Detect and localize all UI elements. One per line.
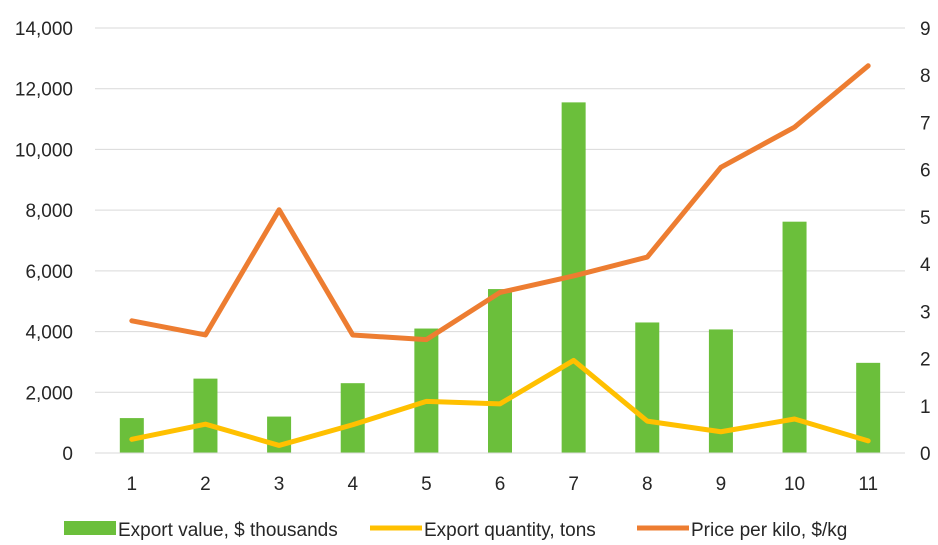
right-tick-label: 7 (920, 113, 931, 134)
legend-item-export-value: Export value, $ thousands (64, 520, 338, 541)
x-tick-label: 2 (200, 474, 211, 495)
right-tick-label: 0 (920, 444, 931, 465)
left-tick-label: 4,000 (25, 323, 73, 344)
x-tick-label: 5 (421, 474, 432, 495)
line-price-per-kilo (129, 63, 871, 343)
legend-label: Export quantity, tons (424, 520, 596, 541)
x-tick-label: 6 (495, 474, 506, 495)
right-tick-label: 4 (920, 255, 931, 276)
left-axis-ticks: 0 2,000 4,000 6,000 8,000 10,000 12,000 14,000 (15, 19, 73, 465)
right-tick-label: 1 (920, 397, 931, 418)
bar-export-value (119, 418, 144, 453)
right-tick-label: 2 (920, 350, 931, 371)
x-axis-ticks: 1 2 3 4 5 6 7 8 9 10 11 (127, 474, 879, 495)
x-tick-label: 7 (568, 474, 579, 495)
legend-item-price-per-kilo: Price per kilo, $/kg (637, 520, 847, 541)
left-tick-label: 14,000 (15, 19, 73, 40)
bar-export-value (782, 221, 807, 453)
x-tick-label: 9 (716, 474, 727, 495)
line-export-quantity (129, 357, 871, 448)
left-tick-label: 2,000 (25, 383, 73, 404)
bar-export-value (635, 322, 660, 453)
bar-export-value (488, 289, 512, 453)
left-tick-label: 0 (62, 444, 73, 465)
x-tick-label: 11 (858, 474, 878, 495)
bar-export-value (414, 328, 439, 453)
line-series (129, 63, 871, 448)
left-tick-label: 10,000 (15, 140, 73, 161)
left-tick-label: 8,000 (25, 201, 73, 222)
x-tick-label: 4 (347, 474, 358, 495)
right-tick-label: 5 (920, 208, 931, 229)
bar-series (119, 102, 881, 453)
gridlines (95, 27, 905, 393)
x-tick-label: 10 (784, 474, 805, 495)
x-tick-label: 3 (274, 474, 285, 495)
legend: Export value, $ thousands Export quantity… (64, 520, 847, 541)
bar-export-value (340, 383, 365, 453)
x-tick-label: 8 (642, 474, 653, 495)
right-tick-label: 6 (920, 161, 931, 182)
right-tick-label: 8 (920, 66, 931, 87)
x-tick-label: 1 (127, 474, 138, 495)
legend-item-export-quantity: Export quantity, tons (370, 520, 596, 541)
legend-label: Price per kilo, $/kg (691, 520, 847, 541)
right-axis-ticks: 0 1 2 3 4 5 6 7 8 9 (920, 19, 931, 465)
legend-swatch (64, 521, 116, 535)
right-tick-label: 3 (920, 302, 931, 323)
bar-export-value (193, 378, 218, 453)
left-tick-label: 6,000 (25, 262, 73, 283)
right-tick-label: 9 (920, 19, 931, 40)
legend-label: Export value, $ thousands (118, 520, 338, 541)
left-tick-label: 12,000 (15, 80, 73, 101)
bar-export-value (708, 329, 733, 453)
